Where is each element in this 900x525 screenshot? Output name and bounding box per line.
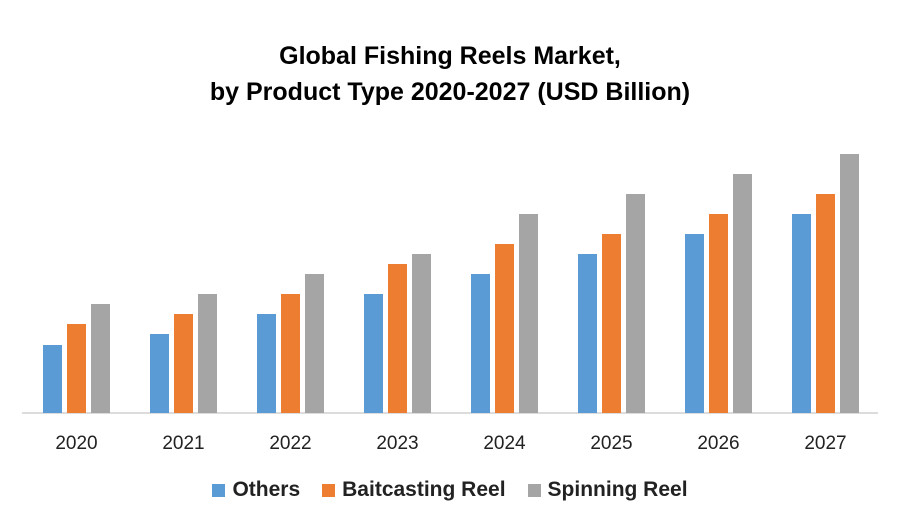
bar-spinning-reel-2020	[91, 304, 110, 413]
chart-title-line1: Global Fishing Reels Market,	[279, 42, 621, 70]
legend-label: Others	[232, 478, 301, 501]
bar-others-2020	[43, 345, 62, 413]
x-tick-label: 2021	[162, 433, 204, 454]
bar-others-2023	[364, 294, 383, 413]
legend-item: Others	[212, 478, 300, 502]
legend-item: Baitcasting Reel	[322, 478, 506, 502]
bar-spinning-reel-2027	[840, 154, 859, 413]
x-tick-label: 2020	[55, 433, 97, 454]
legend-swatch	[322, 483, 336, 497]
bar-others-2025	[578, 254, 597, 413]
x-tick-label: 2026	[697, 433, 739, 454]
legend-swatch	[527, 483, 541, 497]
bar-spinning-reel-2021	[198, 294, 217, 413]
legend-swatch	[212, 483, 226, 497]
x-tick-label: 2022	[269, 433, 311, 454]
bar-others-2022	[257, 314, 276, 413]
bar-others-2027	[792, 214, 811, 413]
x-tick-label: 2025	[590, 433, 632, 454]
bar-spinning-reel-2025	[626, 194, 645, 413]
bar-spinning-reel-2024	[519, 214, 538, 413]
legend-label: Baitcasting Reel	[342, 478, 506, 501]
bar-baitcasting-reel-2022	[281, 294, 300, 413]
bar-baitcasting-reel-2020	[67, 324, 86, 413]
bar-others-2021	[150, 334, 169, 413]
bar-baitcasting-reel-2023	[388, 264, 407, 413]
legend-item: Spinning Reel	[527, 478, 688, 502]
bar-spinning-reel-2022	[305, 274, 324, 413]
x-tick-label: 2027	[804, 433, 846, 454]
x-tick-label: 2024	[483, 433, 526, 454]
x-tick-label: 2023	[376, 433, 418, 454]
bar-baitcasting-reel-2025	[602, 234, 621, 413]
bar-baitcasting-reel-2024	[495, 244, 514, 413]
bar-others-2026	[685, 234, 704, 413]
bar-baitcasting-reel-2021	[174, 314, 193, 413]
bar-spinning-reel-2023	[412, 254, 431, 413]
bar-others-2024	[471, 274, 490, 413]
bar-baitcasting-reel-2027	[816, 194, 835, 413]
legend: Others Baitcasting Reel Spinning Reel	[0, 478, 900, 502]
chart-title-line2: by Product Type 2020-2027 (USD Billion)	[209, 78, 691, 106]
legend-label: Spinning Reel	[547, 478, 688, 501]
bar-spinning-reel-2026	[733, 174, 752, 413]
bar-baitcasting-reel-2026	[709, 214, 728, 413]
